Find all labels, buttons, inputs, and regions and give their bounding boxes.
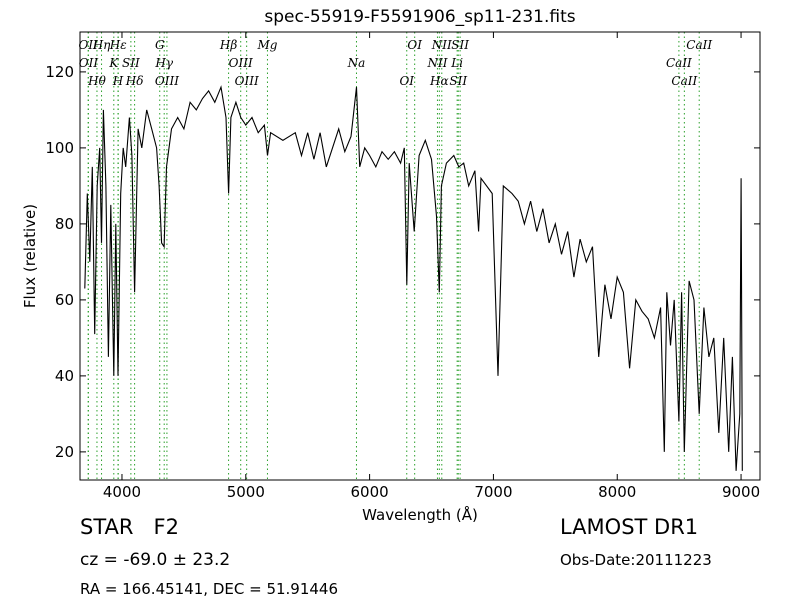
x-tick-label: 9000 bbox=[722, 483, 760, 501]
spectrum-line bbox=[84, 85, 743, 471]
redshift-label: cz = -69.0 ± 23.2 bbox=[80, 550, 230, 570]
spectral-line-label: SII bbox=[122, 56, 140, 70]
y-axis-label: Flux (relative) bbox=[21, 204, 39, 308]
spectral-line-label: OIII bbox=[235, 74, 259, 88]
spectral-line-label: SII bbox=[449, 74, 467, 88]
spectral-line-label: NII bbox=[426, 56, 447, 70]
spectral-line-label: SII bbox=[451, 38, 469, 52]
survey-label: LAMOST DR1 bbox=[560, 515, 698, 539]
spectral-line-label: Hα bbox=[429, 74, 449, 88]
spectral-line-label: CaII bbox=[686, 38, 712, 52]
spectral-line-label: Na bbox=[347, 56, 366, 70]
spectral-line-label: OII bbox=[79, 56, 99, 70]
spectral-line-label: Li bbox=[450, 56, 463, 70]
date-label: Obs-Date:20111223 bbox=[560, 551, 712, 569]
spectral-line-label: OIII bbox=[155, 74, 179, 88]
y-tick-label: 60 bbox=[55, 291, 74, 309]
spectral-line-label: CaII bbox=[666, 56, 692, 70]
spectral-line-label: Hε bbox=[109, 38, 127, 52]
y-tick-label: 40 bbox=[55, 367, 74, 385]
spectral-line-label: CaII bbox=[671, 74, 697, 88]
spectral-line-label: Mg bbox=[256, 38, 277, 52]
spectral-line-label: G bbox=[155, 38, 165, 52]
spectral-line-label: NII bbox=[431, 38, 452, 52]
y-tick-label: 80 bbox=[55, 215, 74, 233]
y-tick-label: 100 bbox=[45, 139, 74, 157]
y-tick-label: 120 bbox=[45, 63, 74, 81]
x-tick-label: 5000 bbox=[227, 483, 265, 501]
plot-frame bbox=[79, 31, 761, 481]
x-axis-label: Wavelength (Å) bbox=[362, 505, 478, 524]
spectral-line-label: K bbox=[108, 56, 119, 70]
spectral-line-label: Hθ bbox=[87, 74, 106, 88]
spectral-line-label: Hβ bbox=[219, 38, 237, 52]
spectral-line-label: Hη bbox=[92, 38, 111, 52]
spectral-line-label: OII bbox=[79, 38, 99, 52]
x-tick-label: 7000 bbox=[474, 483, 512, 501]
spectral-line-label: Hγ bbox=[154, 56, 173, 70]
spectral-line-label: Hδ bbox=[125, 74, 144, 88]
spectral-line-label: OI bbox=[407, 38, 422, 52]
x-tick-label: 4000 bbox=[103, 483, 141, 501]
coords-label: RA = 166.45141, DEC = 51.91446 bbox=[80, 580, 338, 598]
x-tick-label: 8000 bbox=[598, 483, 636, 501]
y-tick-label: 20 bbox=[55, 443, 74, 461]
x-tick-label: 6000 bbox=[351, 483, 389, 501]
class-label: STAR F2 bbox=[80, 515, 179, 539]
spectral-line-label: H bbox=[112, 74, 124, 88]
plot-area bbox=[84, 32, 743, 480]
spectral-line-label: OIII bbox=[229, 56, 253, 70]
chart-title: spec-55919-F5591906_sp11-231.fits bbox=[264, 7, 575, 27]
spectral-line-label: OI bbox=[399, 74, 414, 88]
